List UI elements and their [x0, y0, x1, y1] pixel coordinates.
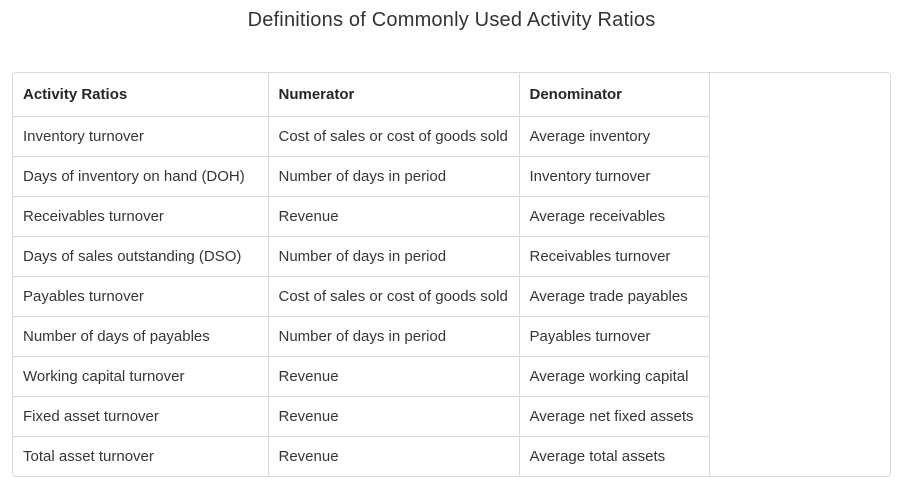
activity-ratio-cell: Total asset turnover — [13, 436, 269, 476]
numerator-cell: Revenue — [268, 436, 520, 476]
column-header-numerator: Numerator — [268, 73, 520, 117]
denominator-cell: Average total assets — [519, 436, 710, 476]
table-row: Working capital turnover Revenue Average… — [13, 356, 710, 397]
page-title: Definitions of Commonly Used Activity Ra… — [247, 9, 656, 31]
table-row: Number of days of payables Number of day… — [13, 316, 710, 357]
activity-ratio-cell: Number of days of payables — [13, 316, 269, 357]
denominator-cell: Average trade payables — [519, 276, 710, 317]
numerator-cell: Number of days in period — [268, 316, 520, 357]
table-row: Fixed asset turnover Revenue Average net… — [13, 396, 710, 437]
activity-ratio-cell: Inventory turnover — [13, 116, 269, 157]
table-row: Inventory turnover Cost of sales or cost… — [13, 116, 710, 157]
denominator-cell: Average net fixed assets — [519, 396, 710, 437]
table-header-row: Activity Ratios Numerator Denominator — [13, 73, 710, 117]
denominator-cell: Average working capital — [519, 356, 710, 397]
numerator-cell: Revenue — [268, 196, 520, 237]
activity-ratio-cell: Receivables turnover — [13, 196, 269, 237]
denominator-cell: Inventory turnover — [519, 156, 710, 197]
activity-ratio-cell: Days of sales outstanding (DSO) — [13, 236, 269, 277]
activity-ratio-cell: Working capital turnover — [13, 356, 269, 397]
activity-ratio-cell: Payables turnover — [13, 276, 269, 317]
activity-ratios-table: Activity Ratios Numerator Denominator In… — [13, 73, 710, 476]
table-row: Total asset turnover Revenue Average tot… — [13, 436, 710, 476]
column-header-denominator: Denominator — [519, 73, 710, 117]
table-row: Payables turnover Cost of sales or cost … — [13, 276, 710, 317]
activity-ratios-table-container: Activity Ratios Numerator Denominator In… — [12, 72, 891, 477]
column-header-activity-ratios: Activity Ratios — [13, 73, 269, 117]
table-row: Days of sales outstanding (DSO) Number o… — [13, 236, 710, 277]
table-row: Receivables turnover Revenue Average rec… — [13, 196, 710, 237]
activity-ratio-cell: Fixed asset turnover — [13, 396, 269, 437]
denominator-cell: Receivables turnover — [519, 236, 710, 277]
denominator-cell: Average receivables — [519, 196, 710, 237]
numerator-cell: Revenue — [268, 396, 520, 437]
denominator-cell: Average inventory — [519, 116, 710, 157]
numerator-cell: Number of days in period — [268, 236, 520, 277]
numerator-cell: Number of days in period — [268, 156, 520, 197]
activity-ratio-cell: Days of inventory on hand (DOH) — [13, 156, 269, 197]
numerator-cell: Cost of sales or cost of goods sold — [268, 116, 520, 157]
denominator-cell: Payables turnover — [519, 316, 710, 357]
numerator-cell: Revenue — [268, 356, 520, 397]
table-row: Days of inventory on hand (DOH) Number o… — [13, 156, 710, 197]
numerator-cell: Cost of sales or cost of goods sold — [268, 276, 520, 317]
